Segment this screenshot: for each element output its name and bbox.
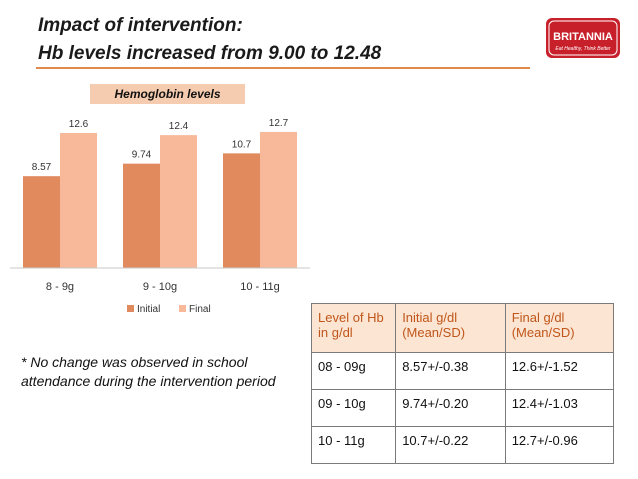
table-cell: 08 - 09g [310, 352, 397, 390]
table-cell: 12.7+/-0.96 [504, 426, 615, 464]
attendance-note: * No change was observed in school atten… [21, 354, 276, 389]
legend-swatch-final [179, 305, 186, 312]
bar-final-0 [60, 133, 97, 268]
slide-title-line2: Hb levels increased from 9.00 to 12.48 [38, 43, 382, 64]
table-header-cell: Initial g/dl (Mean/SD) [395, 303, 506, 353]
table-cell: 8.57+/-0.38 [395, 352, 506, 390]
bar-initial-0 [23, 176, 60, 268]
table-row: 10 - 11g 10.7+/-0.22 12.7+/-0.96 [310, 426, 615, 464]
x-axis-tick-labels: 8 - 9g 9 - 10g 10 - 11g [46, 281, 280, 293]
bar-initial-1 [123, 163, 160, 268]
chart-data-labels: 8.57 12.6 9.74 12.4 10.7 12.7 [32, 118, 289, 173]
x-tick-label-0: 8 - 9g [46, 281, 74, 293]
table-cell: 09 - 10g [310, 389, 397, 427]
table-cell: 9.74+/-0.20 [395, 389, 506, 427]
slide-title-line1: Impact of intervention: [38, 15, 243, 36]
title-divider [36, 67, 530, 69]
logo-brand-text: BRITANNIA [553, 31, 613, 43]
bar-initial-2 [223, 153, 260, 268]
logo-tagline-text: Eat Healthy, Think Better [555, 46, 611, 52]
table-header-cell: Level of Hb in g/dl [310, 303, 397, 353]
hb-summary-table: Level of Hb in g/dl Initial g/dl (Mean/S… [310, 303, 615, 464]
chart-legend: Initial Final [127, 304, 211, 315]
britannia-logo: BRITANNIA Eat Healthy, Think Better [546, 18, 620, 58]
table-cell: 12.4+/-1.03 [504, 389, 615, 427]
table-cell: 10 - 11g [310, 426, 397, 464]
slide-title: Impact of intervention: Hb levels increa… [38, 12, 381, 68]
table-header-row: Level of Hb in g/dl Initial g/dl (Mean/S… [310, 303, 615, 353]
data-label-initial-0: 8.57 [32, 162, 52, 173]
data-label-initial-2: 10.7 [232, 139, 252, 150]
data-label-initial-1: 9.74 [132, 150, 152, 161]
bar-final-2 [260, 131, 297, 268]
table-row: 08 - 09g 8.57+/-0.38 12.6+/-1.52 [310, 352, 615, 390]
table-cell: 12.6+/-1.52 [504, 352, 615, 390]
legend-label-final: Final [189, 304, 211, 315]
legend-label-initial: Initial [137, 304, 160, 315]
hemoglobin-bar-chart: 8.57 12.6 9.74 12.4 10.7 12.7 8 - 9g 9 - 10g 10… [10, 118, 310, 315]
x-tick-label-2: 10 - 11g [240, 281, 280, 293]
data-label-final-0: 12.6 [69, 119, 89, 130]
data-label-final-2: 12.7 [269, 118, 289, 129]
chart-bars [23, 131, 297, 268]
chart-title: Hemoglobin levels [90, 84, 245, 104]
table-row: 09 - 10g 9.74+/-0.20 12.4+/-1.03 [310, 389, 615, 427]
legend-swatch-initial [127, 305, 134, 312]
table-cell: 10.7+/-0.22 [395, 426, 506, 464]
x-tick-label-1: 9 - 10g [143, 281, 177, 293]
table-header-cell: Final g/dl (Mean/SD) [504, 303, 615, 353]
data-label-final-1: 12.4 [169, 121, 189, 132]
bar-final-1 [160, 135, 197, 268]
